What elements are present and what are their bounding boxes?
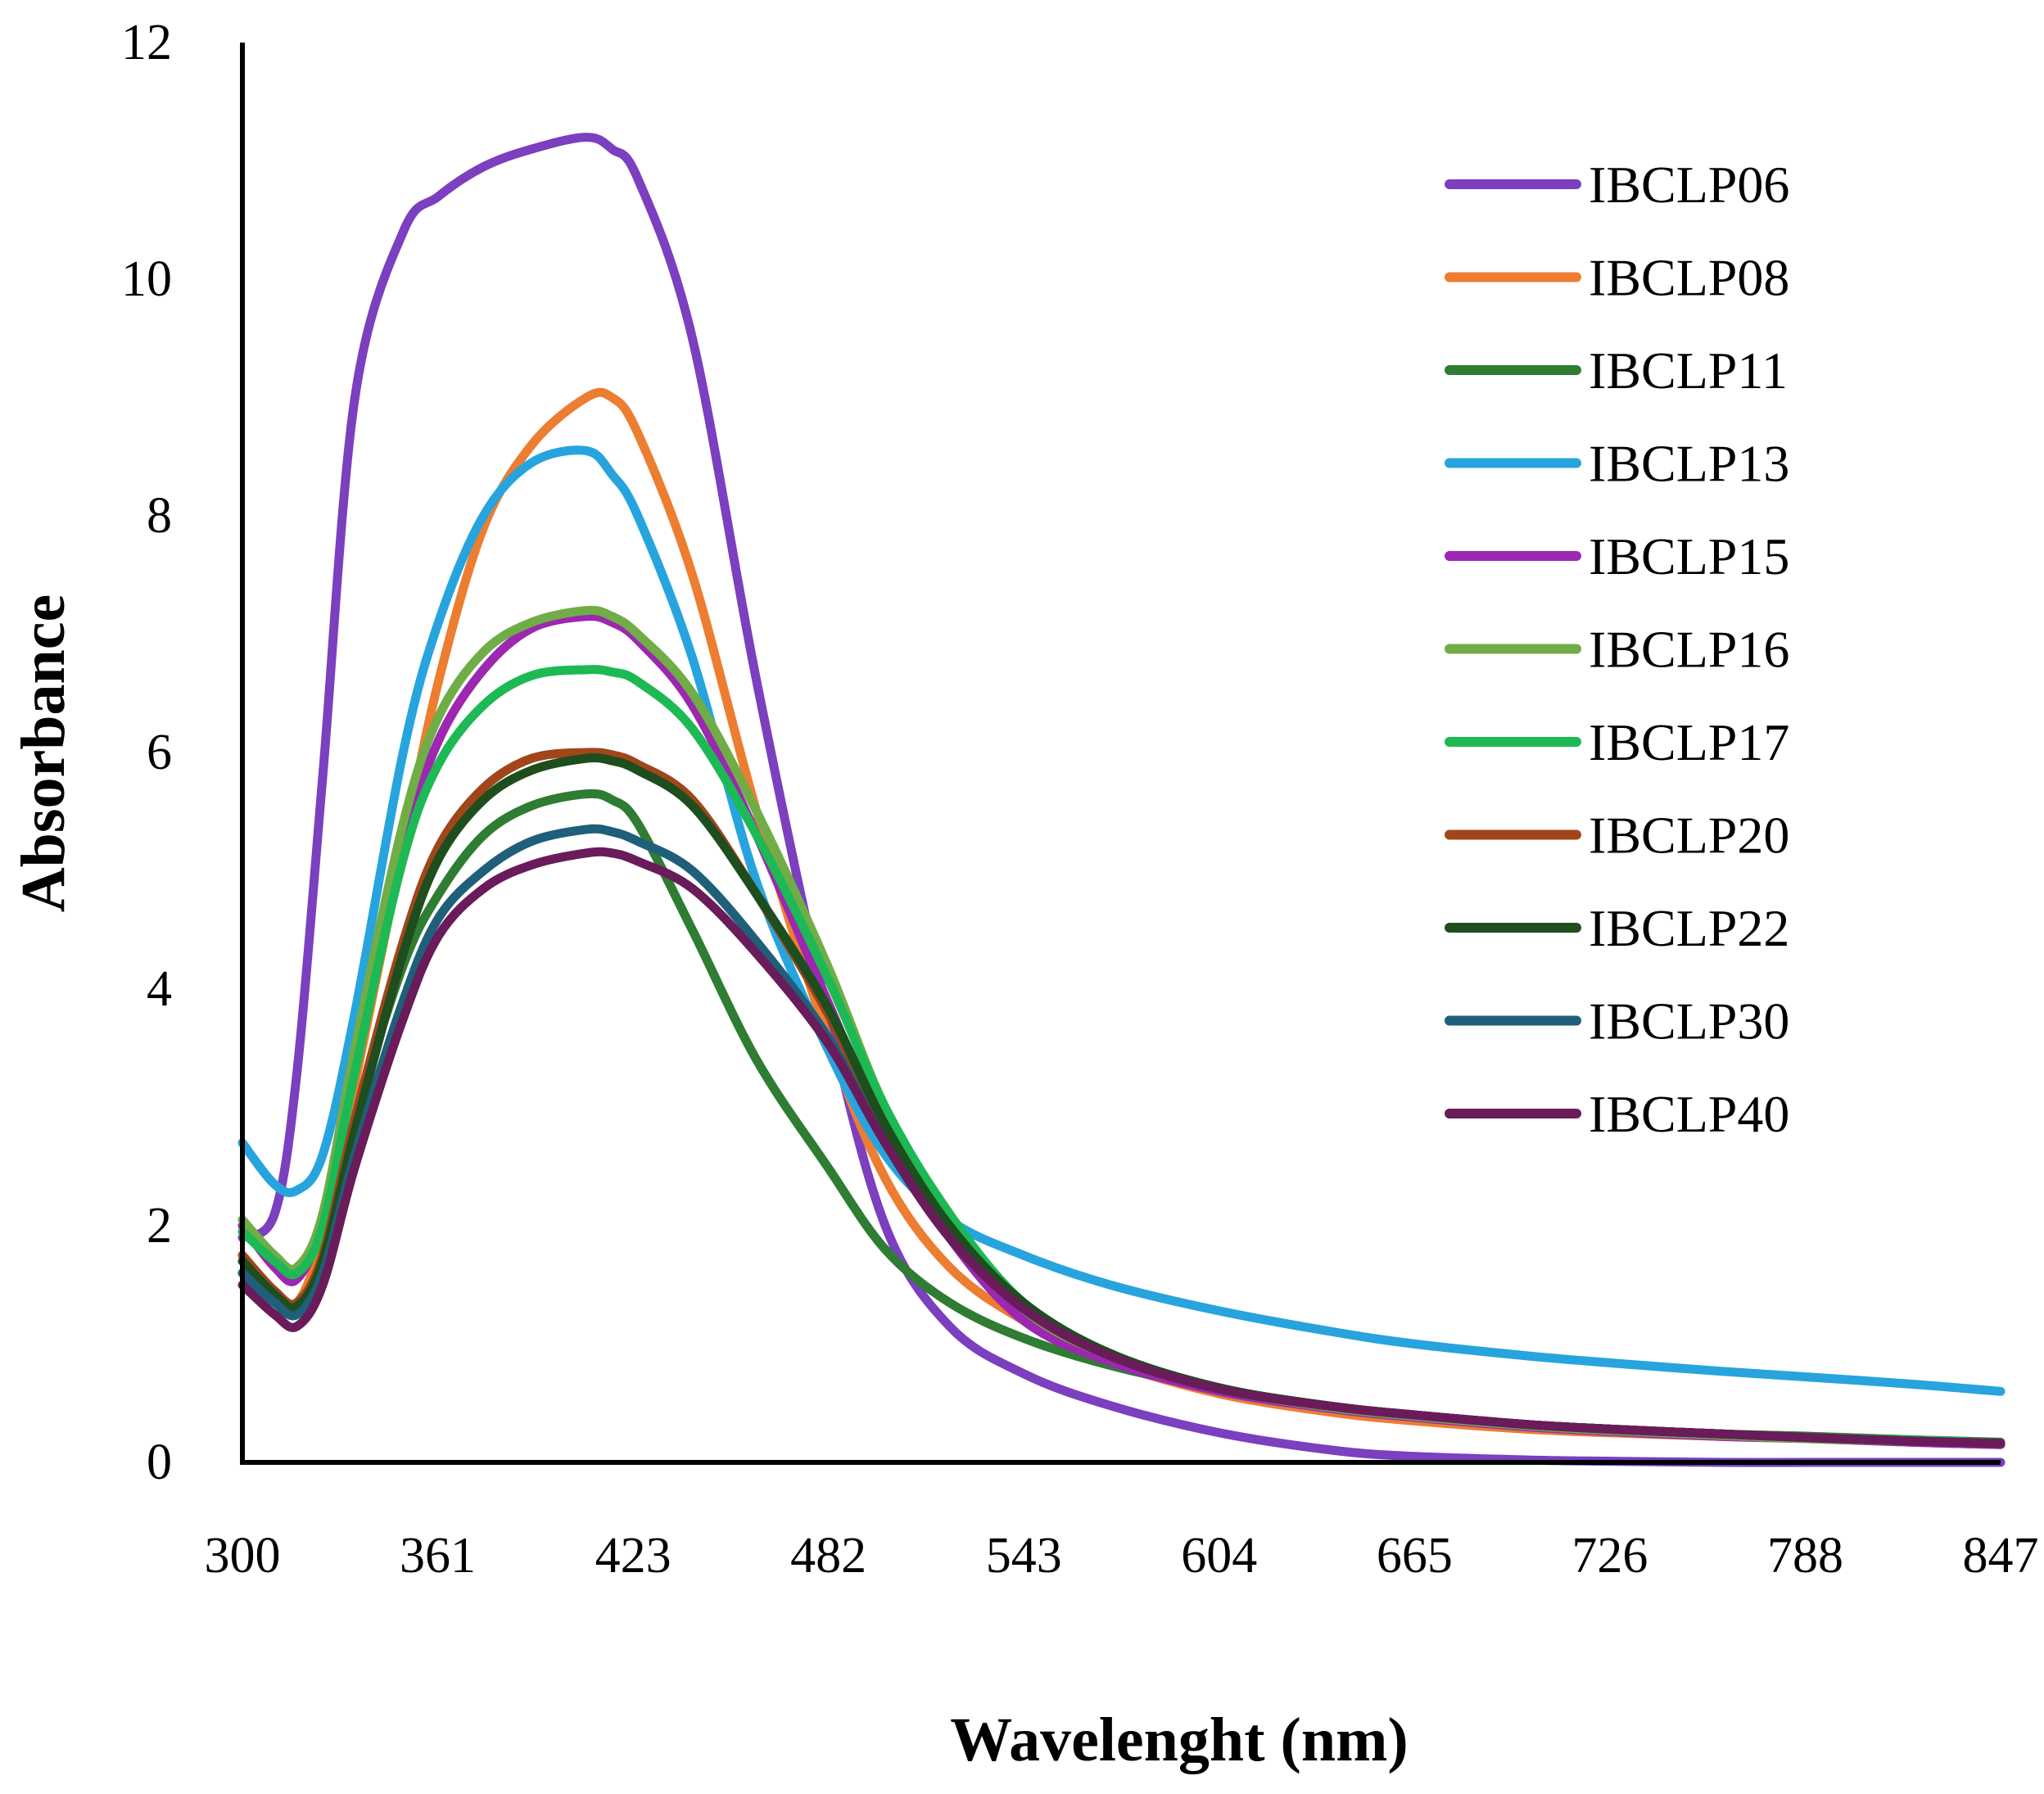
legend-item: IBCLP11 <box>1445 341 1788 400</box>
y-axis-title: Absorbance <box>9 594 78 912</box>
x-axis-title: Wavelenght (nm) <box>950 1706 1408 1774</box>
legend-item: IBCLP40 <box>1445 1085 1789 1143</box>
legend-label: IBCLP20 <box>1589 807 1789 865</box>
legend-item: IBCLP17 <box>1445 713 1789 771</box>
x-tick-label: 847 <box>1963 1528 2039 1584</box>
x-tick-label: 726 <box>1571 1528 1648 1584</box>
legend-item: IBCLP30 <box>1445 992 1789 1051</box>
x-tick-label: 788 <box>1767 1528 1843 1584</box>
x-tick-label: 604 <box>1181 1528 1257 1584</box>
legend-label: IBCLP08 <box>1589 249 1789 307</box>
legend-item: IBCLP13 <box>1445 435 1789 493</box>
y-tick-label: 10 <box>121 251 172 307</box>
series-line-ibclp06 <box>237 133 2006 1467</box>
legend-label: IBCLP13 <box>1589 435 1789 493</box>
x-tick-label: 665 <box>1377 1528 1453 1584</box>
x-tick-label: 300 <box>205 1528 281 1584</box>
x-tick-label: 423 <box>595 1528 672 1584</box>
legend-item: IBCLP20 <box>1445 807 1789 865</box>
legend-label: IBCLP40 <box>1589 1085 1789 1143</box>
x-tick-label: 482 <box>790 1528 866 1584</box>
x-tick-label: 543 <box>986 1528 1062 1584</box>
legend-item: IBCLP15 <box>1445 527 1789 585</box>
y-tick-label: 0 <box>147 1435 172 1490</box>
y-tick-label: 12 <box>121 15 172 70</box>
y-tick-label: 4 <box>147 961 172 1017</box>
legend-label: IBCLP16 <box>1589 621 1789 679</box>
y-tick-label: 6 <box>147 725 172 780</box>
y-tick-label: 2 <box>147 1198 172 1254</box>
legend-item: IBCLP16 <box>1445 621 1789 679</box>
series-line-ibclp13 <box>237 445 2006 1396</box>
legend-item: IBCLP08 <box>1445 249 1789 307</box>
legend-label: IBCLP22 <box>1589 899 1789 957</box>
y-tick-label: 8 <box>147 488 172 544</box>
x-tick-labels: 300 361 423 482 543 604 665 726 788 847 <box>205 1528 2039 1584</box>
series-line-ibclp40 <box>237 847 2006 1448</box>
legend-item: IBCLP06 <box>1445 156 1789 214</box>
legend-item: IBCLP22 <box>1445 899 1789 957</box>
legend-label: IBCLP30 <box>1589 992 1789 1051</box>
legend-label: IBCLP11 <box>1589 341 1788 400</box>
legend-label: IBCLP06 <box>1589 156 1789 214</box>
x-tick-label: 361 <box>400 1528 476 1584</box>
y-tick-labels: 0 2 4 6 8 10 12 <box>121 15 172 1490</box>
series-layer <box>237 133 2006 1467</box>
legend-label: IBCLP17 <box>1589 713 1789 771</box>
legend-label: IBCLP15 <box>1589 527 1789 585</box>
legend: IBCLP06 IBCLP08 IBCLP11 IBCLP13 IBCLP15 IBCLP… <box>1445 156 1789 1143</box>
